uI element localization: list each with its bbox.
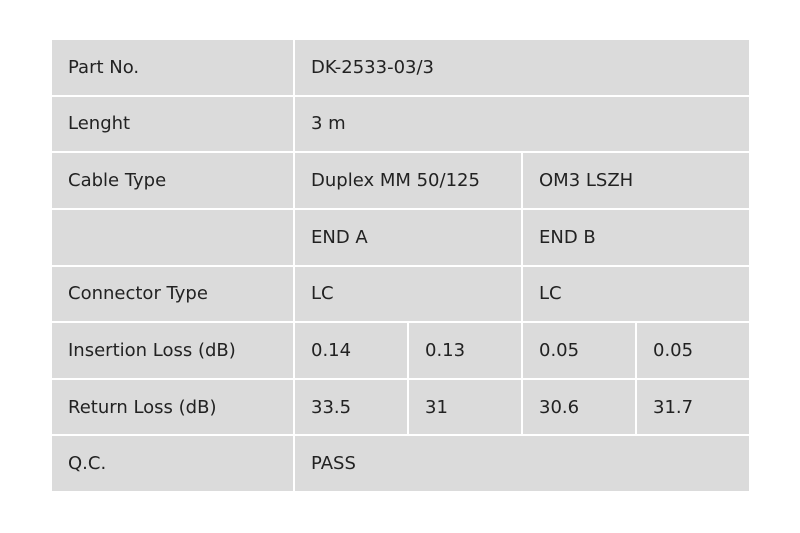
value-cell: 3 m bbox=[295, 96, 749, 152]
row-label: Lenght bbox=[52, 96, 293, 152]
value-cell: Duplex MM 50/125 bbox=[295, 153, 521, 208]
row-label: Return Loss (dB) bbox=[52, 379, 293, 435]
value-cell: LC bbox=[523, 266, 749, 322]
value-cell: END B bbox=[523, 209, 749, 265]
value-cell: LC bbox=[295, 266, 521, 322]
value-cell: 31 bbox=[409, 379, 521, 435]
value-cell: 0.13 bbox=[409, 323, 521, 378]
row-label: Connector Type bbox=[52, 266, 293, 322]
value-cell: 0.14 bbox=[295, 323, 407, 378]
row-label: Insertion Loss (dB) bbox=[52, 323, 293, 378]
row-label: Part No. bbox=[52, 40, 293, 95]
value-cell: 31.7 bbox=[637, 379, 749, 435]
value-cell: 0.05 bbox=[523, 323, 635, 378]
value-cell: OM3 LSZH bbox=[523, 153, 749, 208]
row-label: Cable Type bbox=[52, 153, 293, 208]
value-cell: DK-2533-03/3 bbox=[295, 40, 749, 95]
value-cell: END A bbox=[295, 209, 521, 265]
row-label: Q.C. bbox=[52, 436, 293, 491]
value-cell: 30.6 bbox=[523, 379, 635, 435]
row-label bbox=[52, 209, 293, 265]
value-cell: 33.5 bbox=[295, 379, 407, 435]
value-cell: 0.05 bbox=[637, 323, 749, 378]
value-cell: PASS bbox=[295, 436, 749, 491]
